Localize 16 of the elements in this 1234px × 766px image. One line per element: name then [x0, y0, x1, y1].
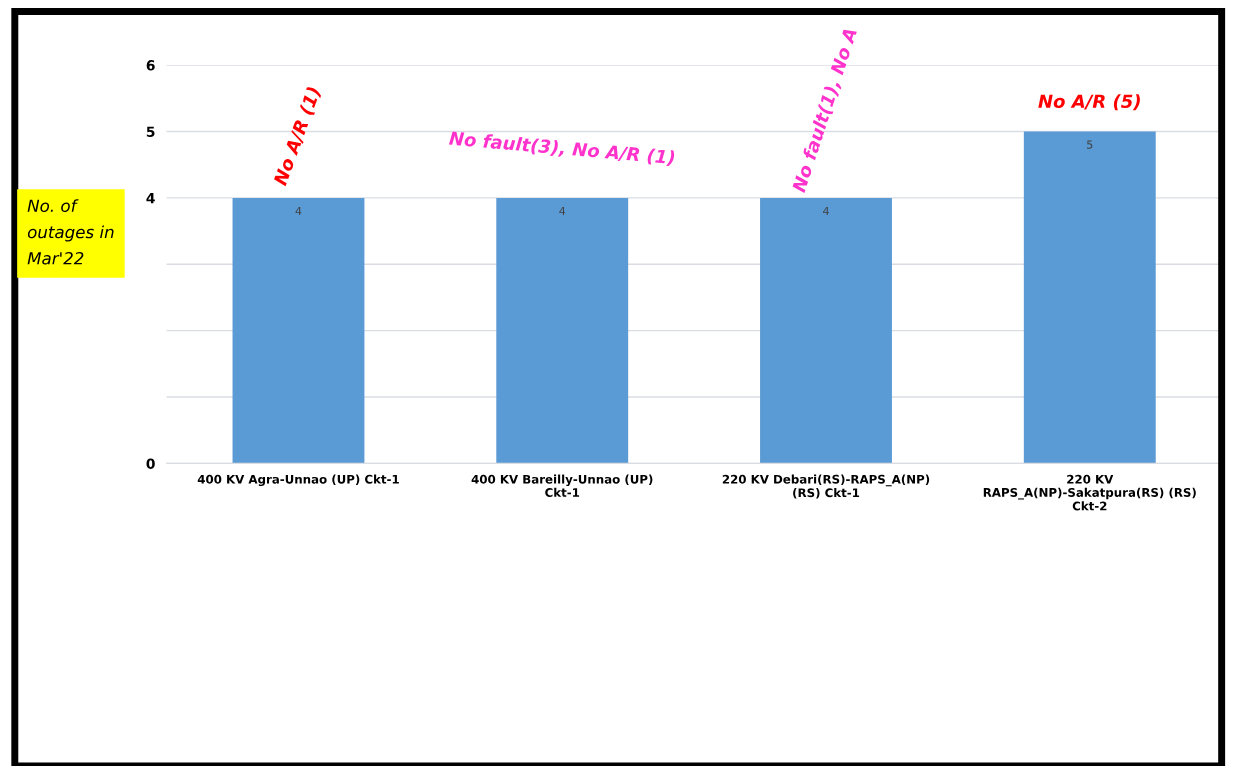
annotation: No fault(3), No A/R (1): [448, 130, 675, 167]
x-tick-label: 400 KV Agra-Unnao (UP) Ckt-1: [197, 474, 399, 487]
annotation: No A/R (5): [1038, 94, 1140, 111]
annotation: No A/R (1): [272, 86, 323, 188]
x-tick-label: 220 KV RAPS_A(NP)-Sakatpura(RS) (RS) Ckt-2: [983, 474, 1196, 511]
data-label: 4: [559, 206, 566, 216]
y-tick-label: 0: [146, 458, 155, 469]
data-label: 5: [1087, 140, 1093, 149]
x-tick-label: 400 KV Bareilly-Unnao (UP) Ckt-1: [471, 474, 653, 497]
x-tick-label: 220 KV Debari(RS)-RAPS_A(NP) (RS) Ckt-1: [722, 474, 930, 499]
y-tick-label: 4: [146, 193, 155, 204]
y-tick-label: 6: [146, 60, 155, 71]
data-label: 4: [823, 206, 829, 216]
y-axis-title: No. of outages in Mar'22: [27, 199, 114, 265]
data-label: 4: [295, 206, 302, 216]
y-tick-label: 5: [146, 126, 155, 137]
